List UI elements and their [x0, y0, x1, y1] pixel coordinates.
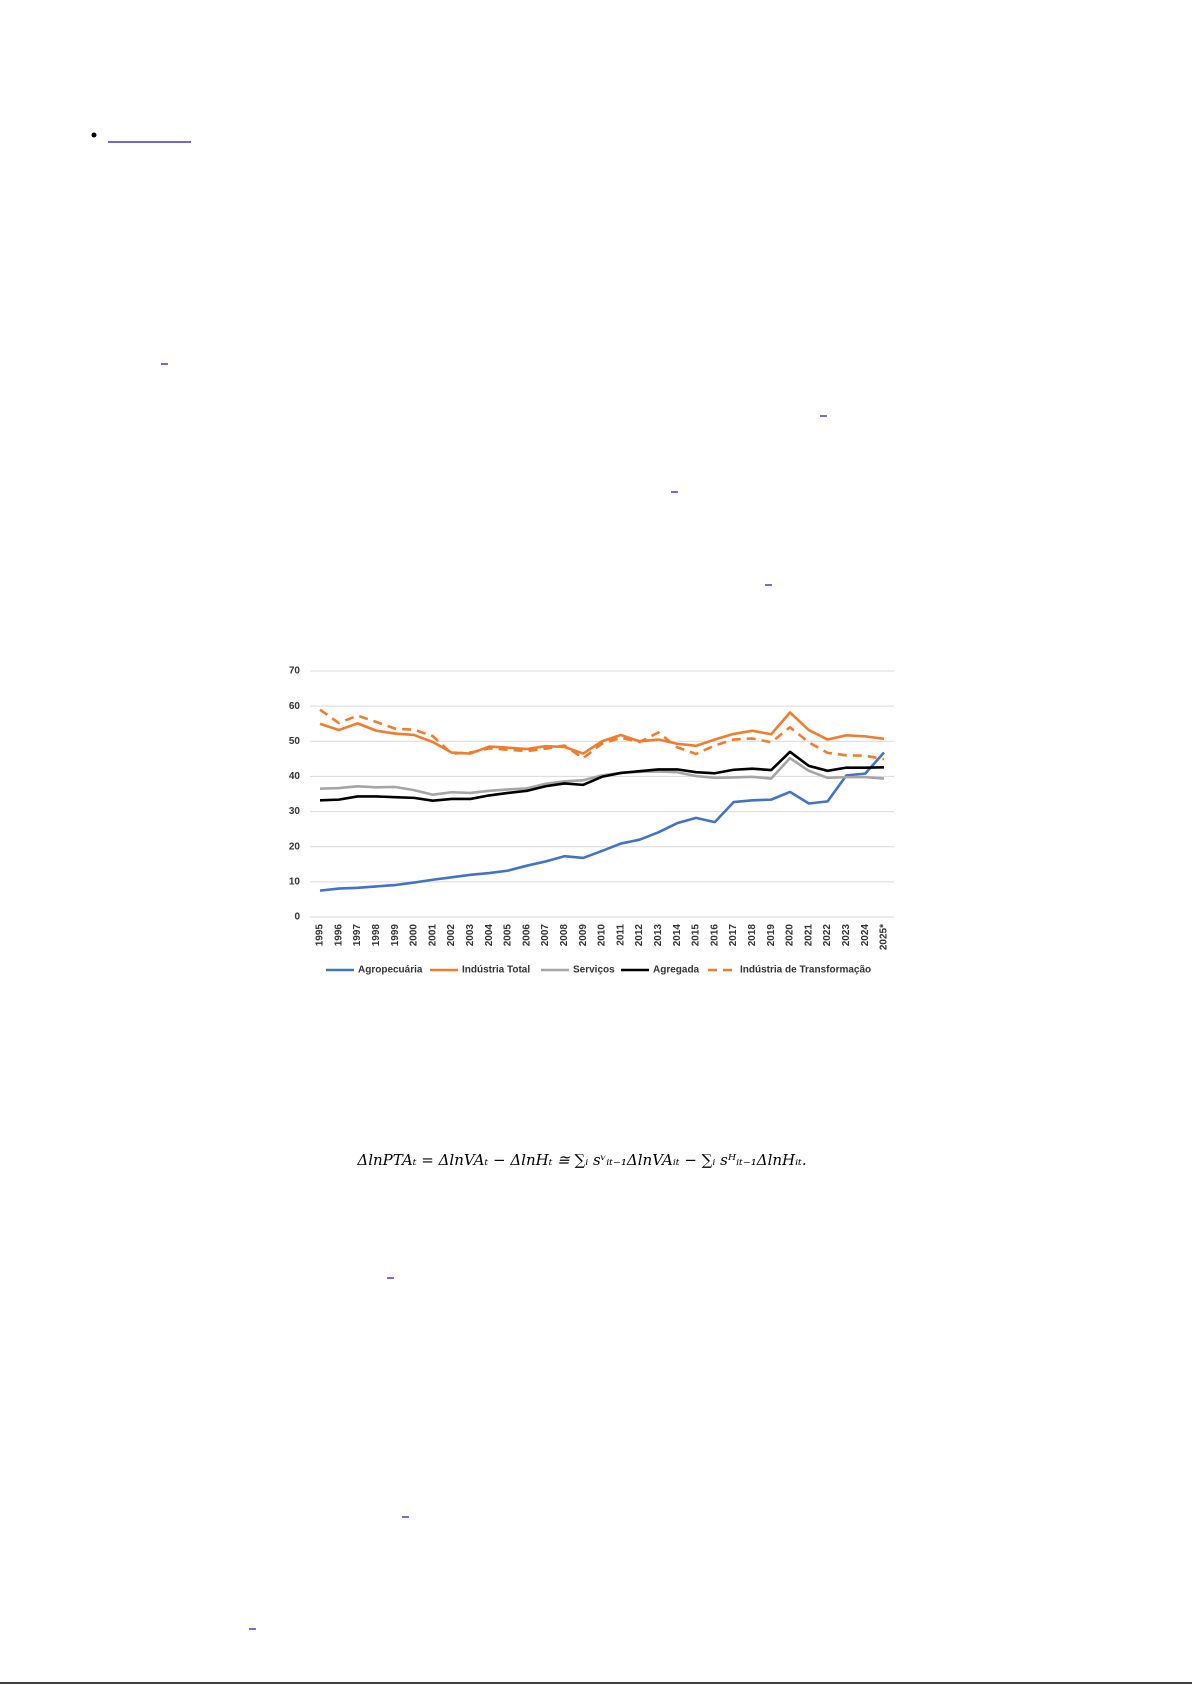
x-tick-label: 2008	[559, 924, 570, 947]
series-line	[319, 711, 885, 755]
x-tick-label: 2023	[841, 924, 852, 947]
x-tick-label: 1996	[333, 924, 344, 947]
y-tick-label: 30	[289, 806, 301, 817]
x-tick-label: 2020	[785, 924, 796, 947]
legend-label: Serviços	[573, 965, 615, 976]
x-tick-label: 2003	[465, 924, 476, 947]
series-line	[319, 750, 885, 802]
x-tick-label: 2010	[597, 924, 608, 947]
legend-label: Indústria de Transformação	[740, 965, 871, 976]
x-tick-label: 2017	[728, 924, 739, 947]
series-line	[319, 708, 885, 761]
legend-label: Agregada	[653, 965, 700, 976]
series-line	[319, 756, 885, 797]
y-tick-label: 0	[294, 912, 300, 923]
x-tick-label: 2011	[615, 924, 626, 946]
y-tick-label: 10	[289, 876, 301, 887]
x-tick-label: 2004	[484, 924, 495, 947]
x-tick-label: 2025*	[879, 924, 890, 950]
y-tick-label: 60	[289, 701, 301, 712]
bullet	[91, 132, 97, 138]
series-line	[319, 751, 885, 892]
x-tick-label: 2024	[860, 924, 871, 947]
x-tick-label: 2018	[747, 924, 758, 947]
formula: ΔlnPTAₜ = ΔlnVAₜ − ΔlnHₜ ≅ ∑ᵢ sᵛᵢₜ₋₁ΔlnV…	[356, 1151, 806, 1169]
x-tick-label: 2022	[822, 924, 833, 947]
x-tick-label: 2012	[634, 924, 645, 947]
y-tick-label: 20	[289, 841, 301, 852]
x-tick-label: 2001	[427, 924, 438, 947]
x-tick-label: 2009	[578, 924, 589, 947]
x-tick-label: 2019	[766, 924, 777, 947]
x-tick-label: 2021	[803, 924, 814, 947]
x-tick-label: 2006	[521, 924, 532, 947]
x-tick-label: 2016	[709, 924, 720, 947]
x-tick-label: 1997	[352, 924, 363, 947]
x-tick-label: 2007	[540, 924, 551, 947]
x-tick-label: 2015	[691, 924, 702, 947]
x-tick-label: 1999	[390, 924, 401, 947]
x-tick-label: 2002	[446, 924, 457, 947]
legend-label: Indústria Total	[462, 965, 530, 976]
x-tick-label: 2013	[653, 924, 664, 947]
y-tick-label: 50	[289, 736, 301, 747]
x-tick-label: 2000	[409, 924, 420, 947]
x-tick-label: 2014	[672, 924, 683, 947]
x-tick-label: 2005	[503, 924, 514, 947]
y-tick-label: 40	[289, 771, 301, 782]
x-tick-label: 1998	[371, 924, 382, 947]
y-tick-label: 70	[289, 666, 301, 677]
legend-label: Agropecuária	[358, 965, 423, 976]
x-tick-label: 1995	[315, 924, 326, 947]
